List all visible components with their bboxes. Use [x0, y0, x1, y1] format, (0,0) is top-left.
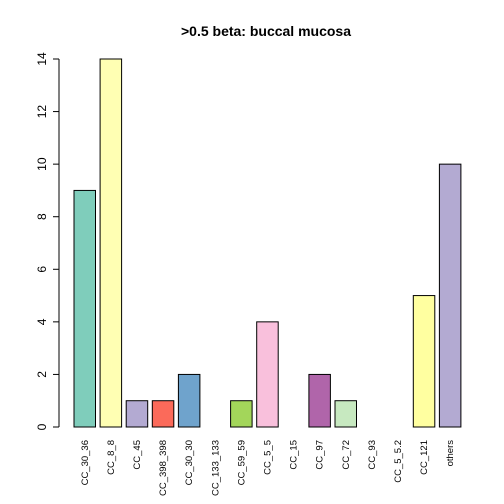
y-tick-label: 14: [35, 52, 49, 66]
x-tick-label: CC_121: [419, 440, 430, 475]
bar-cc-59-59: [230, 400, 253, 428]
x-tick-label: CC_5_5: [262, 440, 273, 475]
x-tick-label: CC_59_59: [236, 440, 247, 485]
bars: [73, 58, 462, 428]
x-tick-label: others: [445, 440, 456, 467]
bar-cc-97: [308, 373, 331, 428]
bar-others: [438, 163, 462, 428]
category-labels: CC_30_36 CC_8_8 CC_45 CC_398_398 CC_30_30 CC_…: [80, 440, 456, 496]
y-tick-label: 4: [35, 318, 49, 325]
bar-cc-72: [334, 400, 357, 428]
y-tick-label: 6: [35, 266, 49, 273]
x-tick-label: CC_398_398: [158, 440, 169, 496]
x-tick-label: CC_8_8: [106, 440, 117, 475]
bar-cc-30-36: [73, 189, 96, 428]
bar-cc-8-8: [99, 58, 123, 428]
bar-cc-398-398: [151, 400, 175, 428]
bar-cc-30-30: [177, 373, 201, 428]
x-tick-label: CC_72: [341, 440, 352, 470]
x-tick-label: CC_5_5.2: [393, 440, 404, 483]
x-tick-label: CC_97: [315, 440, 326, 470]
chart-title: >0.5 beta: buccal mucosa: [181, 23, 351, 39]
y-tick-label: 0: [35, 423, 49, 430]
x-tick-label: CC_45: [132, 440, 143, 470]
bar-cc-121: [412, 295, 436, 428]
x-tick-label: CC_30_36: [80, 440, 91, 485]
x-tick-label: CC_133_133: [210, 440, 221, 496]
x-tick-label: CC_30_30: [184, 440, 195, 485]
y-tick-label: 2: [35, 371, 49, 378]
y-tick-label: 10: [35, 157, 49, 171]
x-tick-label: CC_93: [367, 440, 378, 470]
bar-cc-45: [125, 400, 149, 428]
y-tick-label: 12: [35, 105, 49, 119]
bar-cc-5-5: [256, 321, 279, 428]
y-tick-label: 8: [35, 213, 49, 220]
y-axis: 0 2 4 6 8 10 12 14: [35, 52, 60, 430]
x-tick-label: CC_15: [289, 440, 300, 470]
